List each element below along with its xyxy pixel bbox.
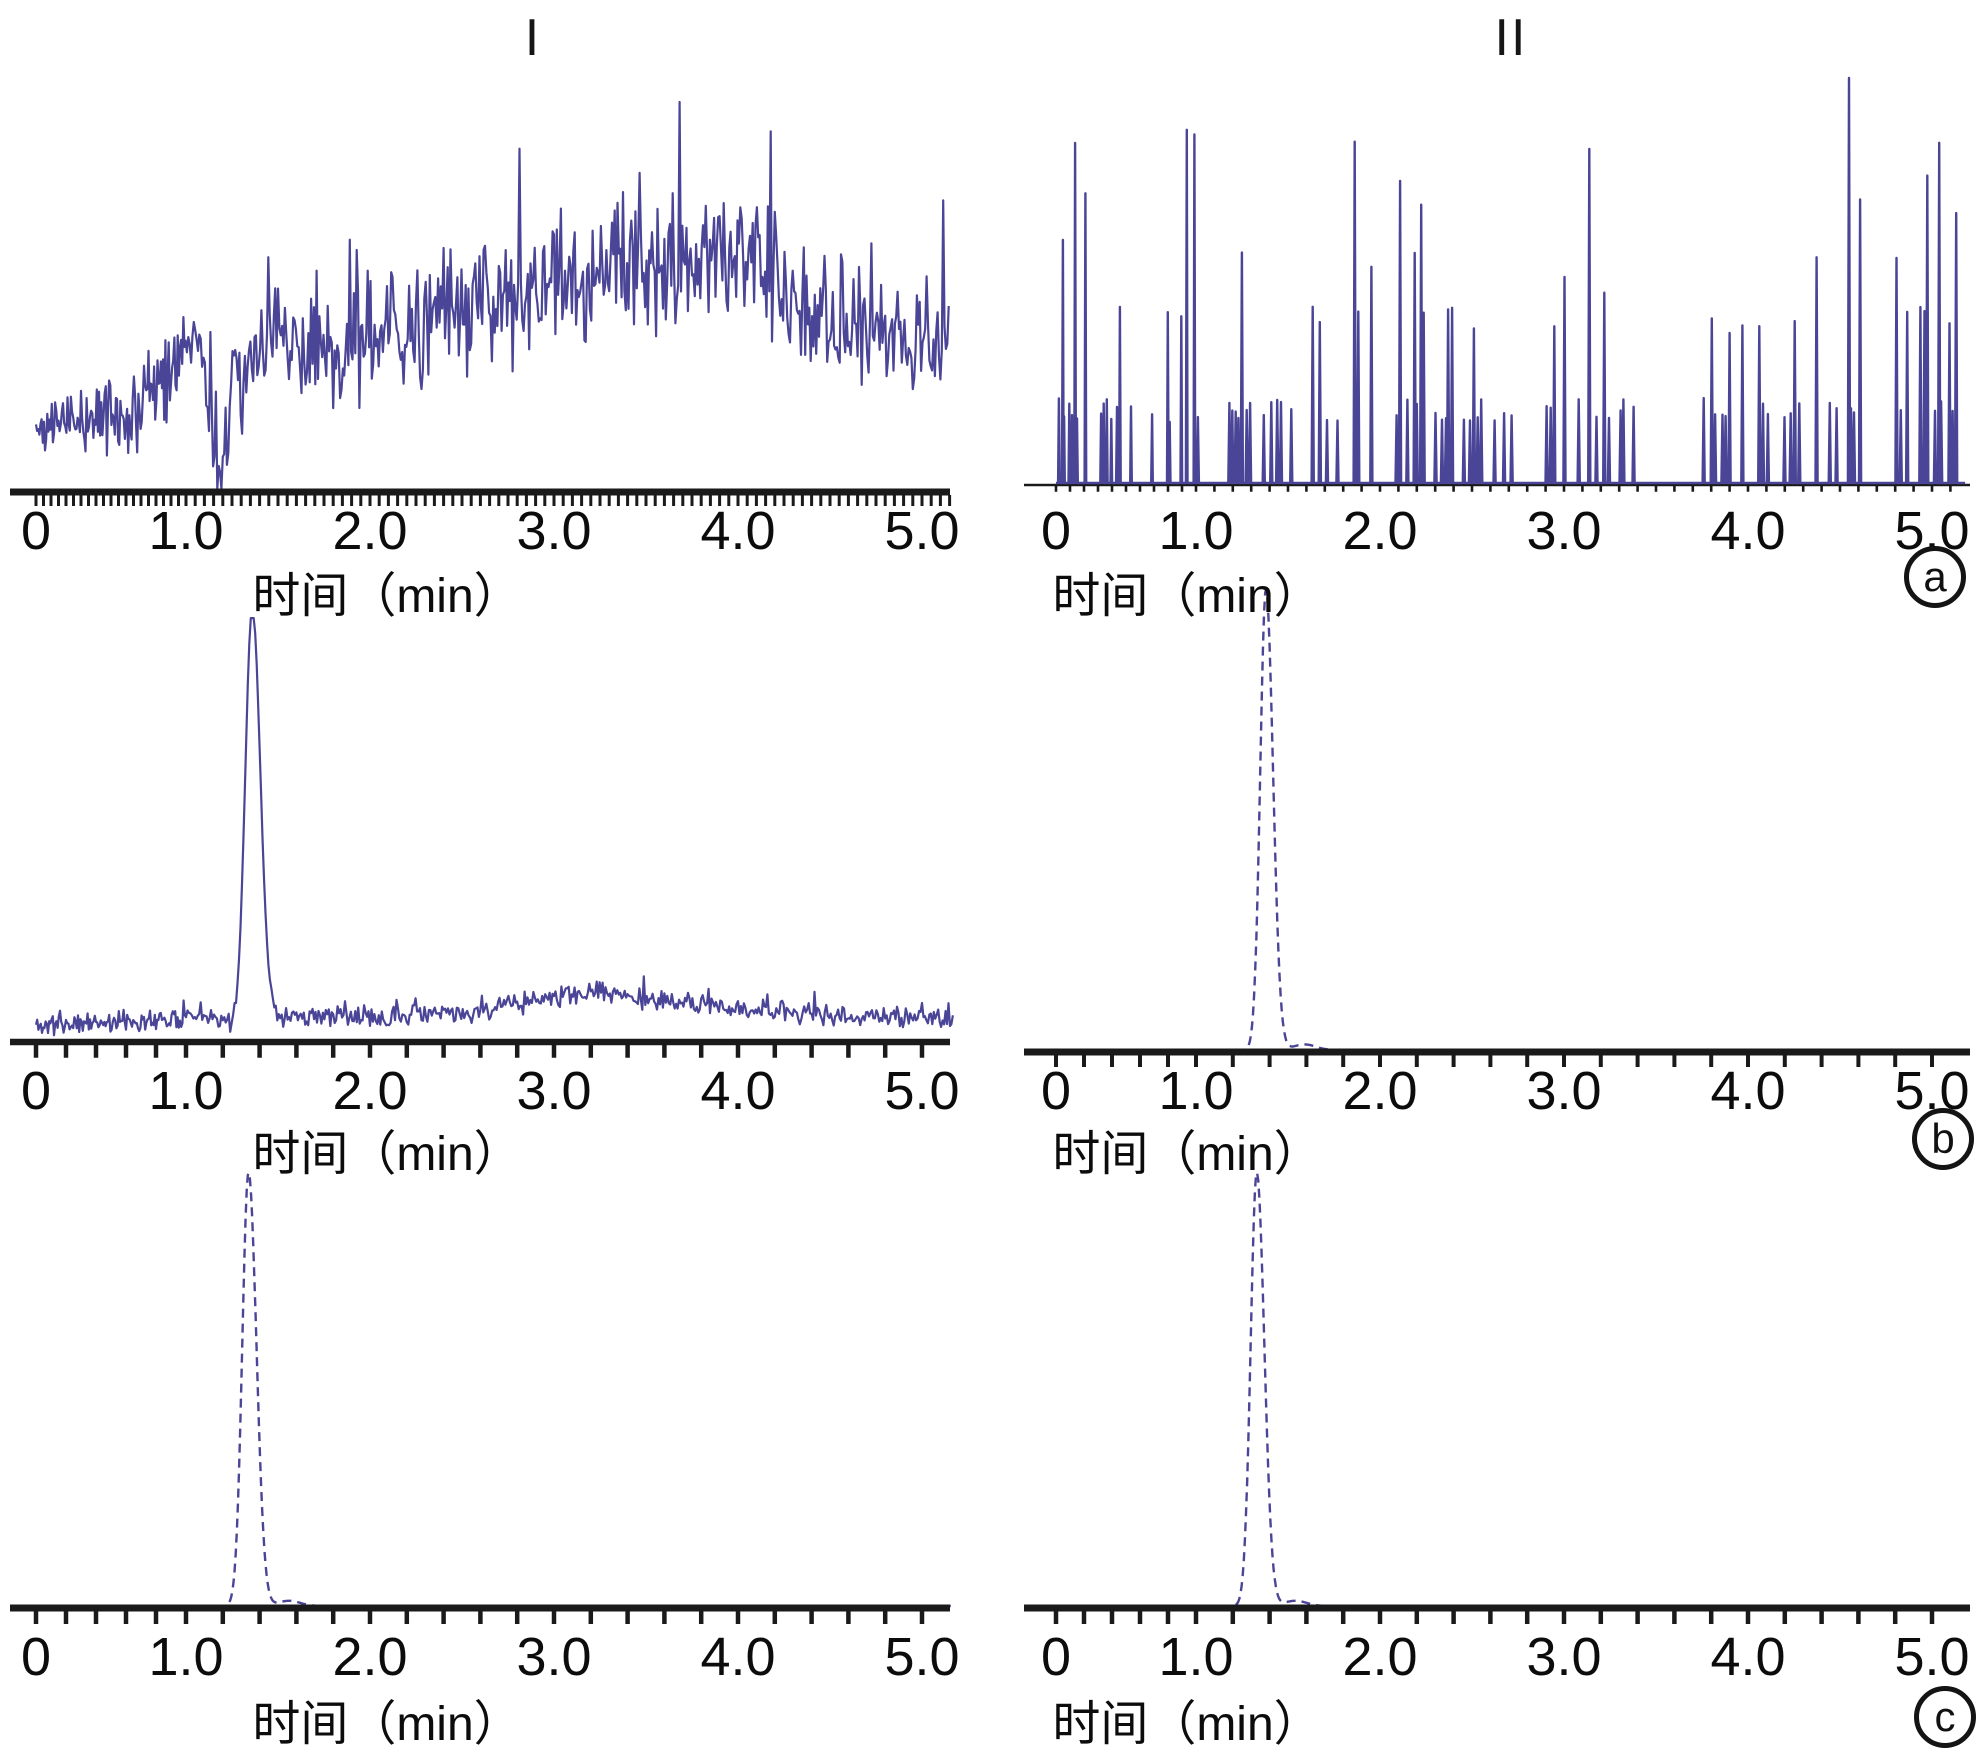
x-tick-label: 3.0 xyxy=(1526,1061,1602,1121)
x-tick-label: 0 xyxy=(20,501,52,561)
x-tick-label: 0 xyxy=(20,1627,52,1687)
x-tick-label: 2.0 xyxy=(332,1061,408,1121)
x-tick-label: 5.0 xyxy=(884,1627,960,1687)
x-tick-label: 0 xyxy=(1040,1627,1072,1687)
chromatogram-panel-II-b xyxy=(1024,588,1970,1067)
x-tick-label: 3.0 xyxy=(1526,1627,1602,1687)
column-title-II: II xyxy=(1494,9,1528,67)
x-tick-label: 5.0 xyxy=(1894,1627,1970,1687)
x-tick-label: 0 xyxy=(1040,501,1072,561)
x-tick-label: 2.0 xyxy=(1342,501,1418,561)
chromatogram-trace xyxy=(36,1171,956,1608)
x-tick-label: 4.0 xyxy=(1710,1627,1786,1687)
x-tick-label: 1.0 xyxy=(148,1061,224,1121)
x-tick-label: 1.0 xyxy=(1158,501,1234,561)
chromatogram-panel-I-b xyxy=(10,617,954,1058)
column-title-I: I xyxy=(524,9,542,67)
chromatogram-panel-I-c xyxy=(10,1171,956,1624)
x-tick-label: 4.0 xyxy=(1710,1061,1786,1121)
x-axis-ticks xyxy=(1054,485,1952,492)
x-axis-title: 时间（min） xyxy=(1052,1128,1322,1181)
x-axis-ticks xyxy=(1054,1055,1934,1067)
x-tick-label: 2.0 xyxy=(332,501,408,561)
row-label-a: a xyxy=(1904,546,1966,608)
x-axis-ticks xyxy=(34,495,952,506)
x-axis-ticks xyxy=(1053,1611,1935,1624)
row-label-c-letter: c xyxy=(1934,1693,1956,1740)
x-tick-label: 3.0 xyxy=(516,501,592,561)
x-tick-label: 5.0 xyxy=(884,1061,960,1121)
x-axis-title: 时间（min） xyxy=(252,570,522,623)
x-tick-label: 1.0 xyxy=(148,501,224,561)
chromatogram-trace xyxy=(34,617,954,1037)
x-tick-label: 5.0 xyxy=(884,501,960,561)
chromatogram-trace xyxy=(1056,76,1966,485)
chromatogram-trace xyxy=(1056,588,1966,1052)
row-label-c: c xyxy=(1914,1686,1976,1748)
x-axis-title: 时间（min） xyxy=(252,1128,522,1181)
x-tick-label: 3.0 xyxy=(516,1061,592,1121)
x-tick-label: 4.0 xyxy=(700,1627,776,1687)
x-tick-label: 1.0 xyxy=(1158,1061,1234,1121)
row-label-a-letter: a xyxy=(1923,553,1947,600)
chromatogram-panel-II-a xyxy=(1024,76,1970,492)
x-tick-label: 2.0 xyxy=(1342,1061,1418,1121)
x-tick-label: 1.0 xyxy=(148,1627,224,1687)
x-tick-label: 2.0 xyxy=(1342,1627,1418,1687)
row-label-b-letter: b xyxy=(1931,1115,1955,1162)
chromatogram-panel-I-a xyxy=(10,100,952,506)
x-axis-ticks xyxy=(33,1611,925,1624)
x-tick-label: 2.0 xyxy=(332,1627,408,1687)
chromatogram-trace xyxy=(1056,1171,1966,1608)
x-axis-title: 时间（min） xyxy=(252,1698,522,1751)
x-tick-label: 4.0 xyxy=(700,501,776,561)
x-tick-label: 4.0 xyxy=(1710,501,1786,561)
chromatogram-panel-II-c xyxy=(1024,1171,1970,1624)
x-tick-label: 3.0 xyxy=(1526,501,1602,561)
x-tick-label: 4.0 xyxy=(700,1061,776,1121)
x-tick-label: 0 xyxy=(1040,1061,1072,1121)
x-tick-label: 0 xyxy=(20,1061,52,1121)
x-tick-label: 1.0 xyxy=(1158,1627,1234,1687)
chromatogram-trace xyxy=(34,100,950,490)
x-axis-title: 时间（min） xyxy=(1052,570,1322,623)
x-axis-ticks xyxy=(33,1044,925,1058)
x-tick-label: 3.0 xyxy=(516,1627,592,1687)
row-label-b: b xyxy=(1912,1108,1974,1170)
x-axis-title: 时间（min） xyxy=(1052,1698,1322,1751)
